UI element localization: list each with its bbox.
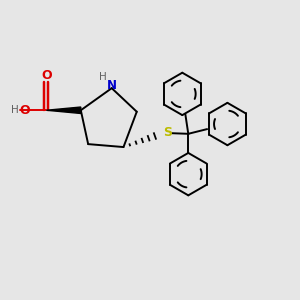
Text: O: O [41, 69, 52, 82]
Text: H: H [99, 72, 107, 82]
Polygon shape [46, 107, 81, 113]
Text: N: N [107, 79, 117, 92]
Text: S: S [164, 126, 172, 139]
Text: H: H [11, 105, 19, 115]
Text: O: O [19, 104, 30, 117]
